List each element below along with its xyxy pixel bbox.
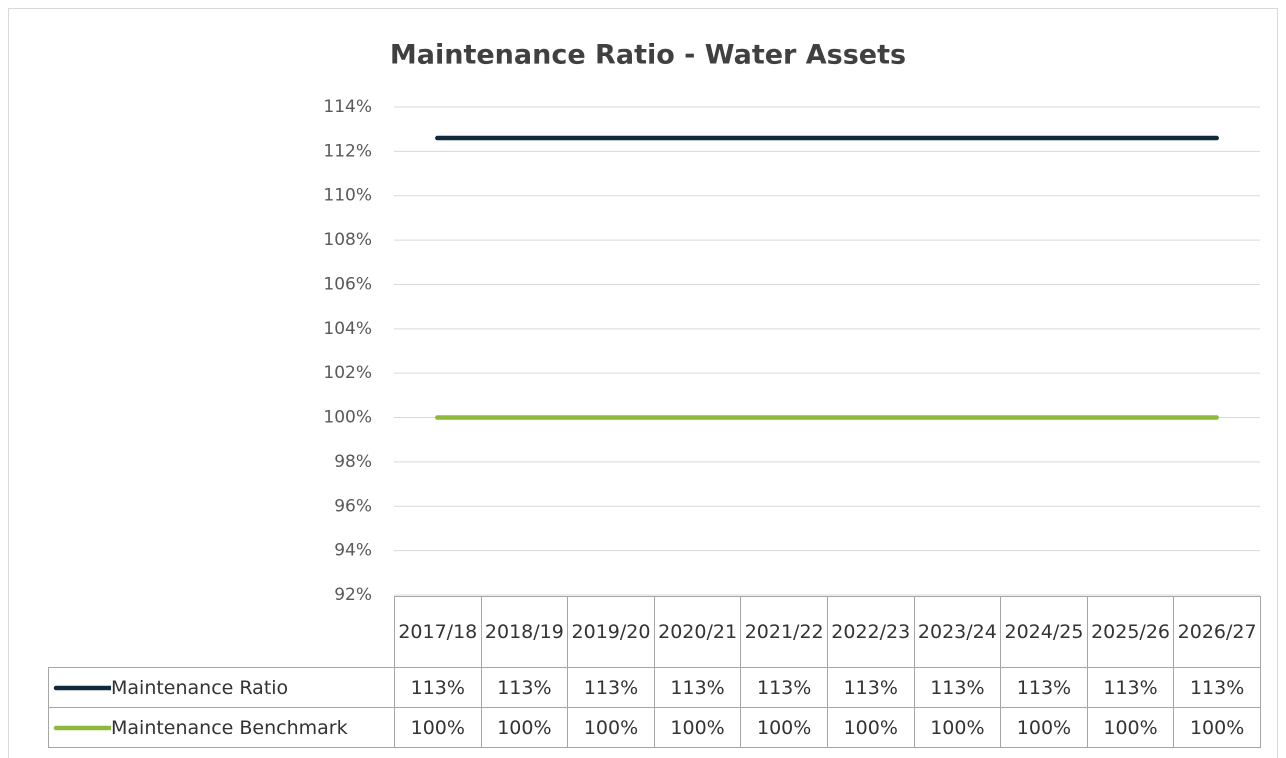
x-tick-label: 2025/26 [1086, 596, 1175, 668]
chart-title: Maintenance Ratio - Water Assets [390, 40, 906, 71]
data-label: 100% [740, 707, 828, 748]
data-label: 100% [653, 707, 742, 748]
data-label: 113% [913, 667, 1002, 708]
data-label: 113% [653, 667, 742, 708]
data-label: 100% [394, 707, 482, 748]
data-label: 113% [1173, 667, 1261, 708]
legend-key [53, 685, 114, 691]
x-tick-label: 2023/24 [913, 596, 1002, 668]
data-label: 100% [913, 707, 1002, 748]
y-tick-label: 108% [323, 230, 372, 250]
data-label: 113% [567, 667, 655, 708]
legend-label: Maintenance Benchmark [111, 716, 348, 739]
data-label: 113% [394, 667, 482, 708]
x-tick-label: 2017/18 [394, 596, 482, 668]
data-label: 100% [826, 707, 915, 748]
y-tick-label: 98% [334, 452, 372, 472]
data-label: 100% [480, 707, 569, 748]
legend-key [53, 725, 114, 731]
legend-entry: Maintenance Benchmark [48, 707, 395, 748]
y-tick-label: 110% [323, 186, 372, 206]
data-label: 100% [1173, 707, 1261, 748]
data-label: 113% [740, 667, 828, 708]
data-label: 113% [826, 667, 915, 708]
x-tick-label: 2022/23 [826, 596, 915, 668]
data-label: 113% [1000, 667, 1088, 708]
blank-cell [48, 596, 395, 668]
data-label: 100% [567, 707, 655, 748]
x-tick-label: 2021/22 [740, 596, 828, 668]
y-tick-label: 94% [334, 541, 372, 561]
x-tick-label: 2024/25 [1000, 596, 1088, 668]
y-tick-label: 114% [323, 97, 372, 117]
data-label: 100% [1000, 707, 1088, 748]
data-label: 113% [480, 667, 569, 708]
data-label: 100% [1086, 707, 1175, 748]
x-tick-label: 2019/20 [567, 596, 655, 668]
x-tick-label: 2020/21 [653, 596, 742, 668]
chart-border [8, 8, 1278, 758]
x-tick-label: 2026/27 [1173, 596, 1261, 668]
y-tick-label: 112% [323, 141, 372, 161]
x-tick-label: 2018/19 [480, 596, 569, 668]
legend-label: Maintenance Ratio [111, 676, 289, 699]
series-row: Maintenance Ratio 113% 113% 113% 113% 113% 113… [48, 667, 1261, 708]
y-tick-label: 106% [323, 274, 372, 294]
y-tick-label: 104% [323, 319, 372, 339]
series-row: Maintenance Benchmark 100% 100% 100% 100% 100… [48, 707, 1261, 748]
data-label: 113% [1086, 667, 1175, 708]
data-table: 2017/18 2018/19 2019/20 2020/21 2021/22 2022/… [48, 596, 1261, 748]
y-tick-label: 96% [334, 496, 372, 516]
y-tick-label: 102% [323, 363, 372, 383]
header-row: 2017/18 2018/19 2019/20 2020/21 2021/22 2022/… [48, 596, 1261, 668]
legend-entry: Maintenance Ratio [48, 667, 395, 708]
y-tick-label: 100% [323, 408, 372, 428]
